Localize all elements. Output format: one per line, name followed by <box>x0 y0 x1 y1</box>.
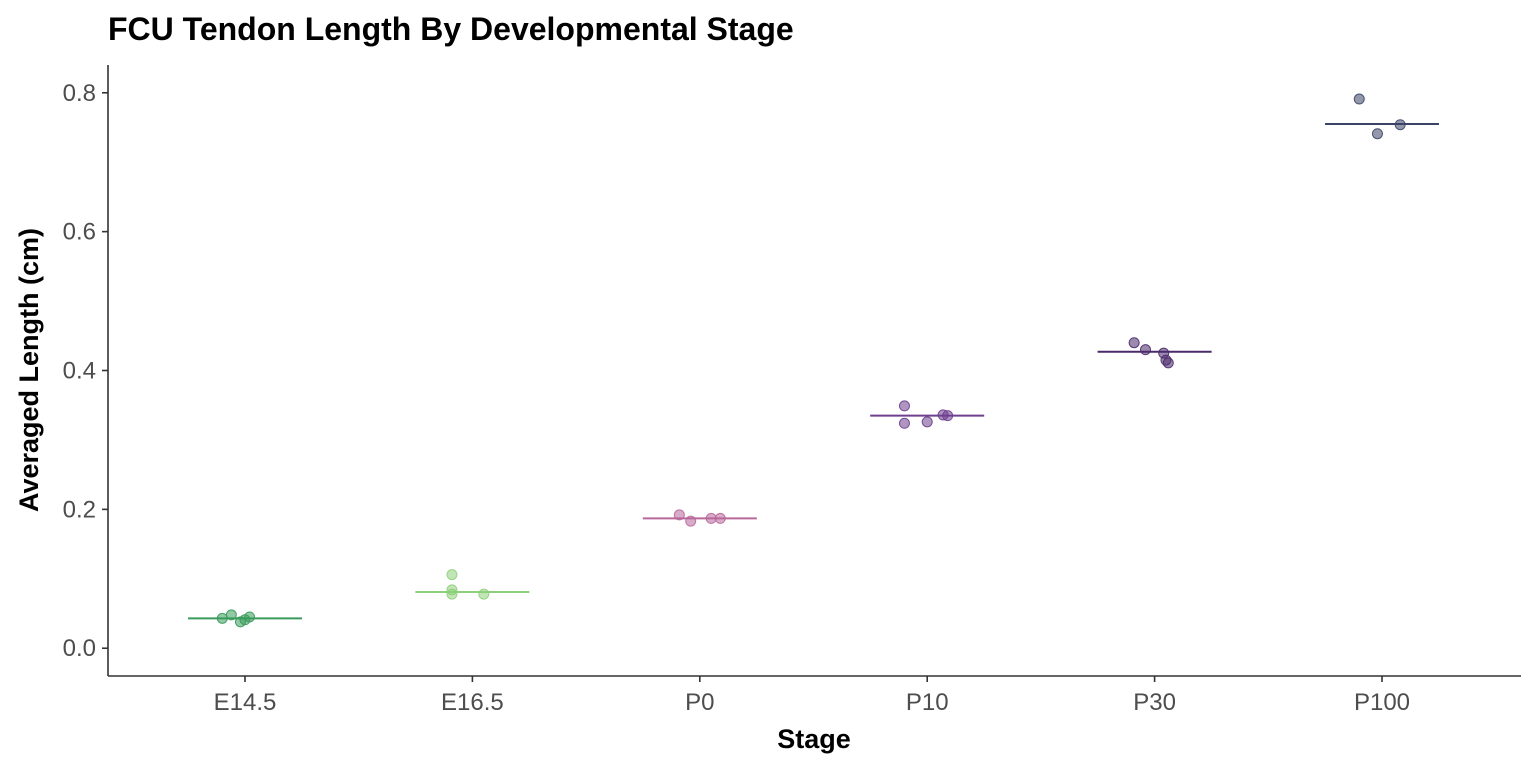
data-point-e16-5 <box>478 588 490 600</box>
data-point-p100 <box>1394 119 1406 131</box>
data-point-e16-5 <box>446 569 458 581</box>
x-tick-label: P10 <box>906 689 949 716</box>
data-point-e16-5 <box>446 588 458 600</box>
data-point-p30 <box>1162 357 1174 369</box>
data-point-p30 <box>1128 337 1140 349</box>
data-point-e14-5 <box>244 611 256 623</box>
y-axis-title: Averaged Length (cm) <box>14 228 44 512</box>
y-tick-label: 0.0 <box>63 635 96 662</box>
data-point-p0 <box>685 515 697 527</box>
data-point-p0 <box>714 512 726 524</box>
x-tick-label: E16.5 <box>441 689 504 716</box>
x-axis-ticks: E14.5 E16.5 P0 P10 P30 P100 <box>214 676 1410 716</box>
data-point-p10 <box>921 416 933 428</box>
data-point-p0 <box>673 509 685 521</box>
x-tick-label: P30 <box>1133 689 1176 716</box>
data-point-e14-5 <box>216 612 228 624</box>
mean-lines <box>188 123 1439 620</box>
data-point-p30 <box>1140 344 1152 356</box>
data-point-p0 <box>705 512 717 524</box>
x-axis-title: Stage <box>777 724 851 754</box>
data-point-p10 <box>898 417 910 429</box>
x-tick-label: E14.5 <box>214 689 277 716</box>
data-points <box>216 93 1406 628</box>
y-tick-label: 0.2 <box>63 496 96 523</box>
data-point-p10 <box>898 400 910 412</box>
x-tick-label: P0 <box>685 689 714 716</box>
y-tick-label: 0.6 <box>63 219 96 246</box>
y-axis-ticks: 0.0 0.2 0.4 0.6 0.8 <box>63 80 108 662</box>
data-point-p100 <box>1353 93 1365 105</box>
data-point-p100 <box>1371 128 1383 140</box>
data-point-e14-5 <box>225 609 237 621</box>
chart-title: FCU Tendon Length By Developmental Stage <box>108 11 794 47</box>
x-tick-label: P100 <box>1354 689 1410 716</box>
y-tick-label: 0.8 <box>63 80 96 107</box>
y-tick-label: 0.4 <box>63 358 96 385</box>
data-point-p10 <box>942 410 954 422</box>
